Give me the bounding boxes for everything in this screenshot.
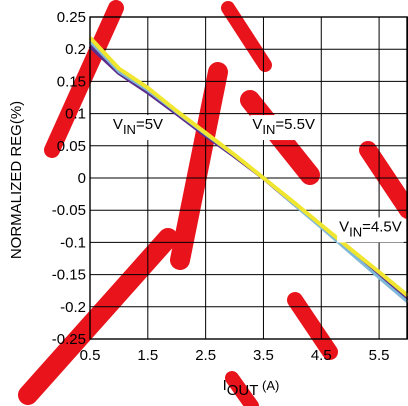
series-lines — [88, 36, 408, 304]
y-tick-label: 0.05 — [57, 138, 86, 155]
x-axis-title: IOUT (A) — [223, 377, 280, 399]
x-tick-label: 5.5 — [369, 347, 390, 364]
y-tick-label: 0.15 — [57, 73, 86, 90]
x-tick-label: 4.5 — [311, 347, 332, 364]
annotation-sub: IN — [349, 224, 362, 239]
x-tick-label: 3.5 — [253, 347, 274, 364]
y-tick-label: 0.2 — [65, 41, 86, 58]
annotation-main: V — [252, 116, 262, 133]
annotation-0: VIN=5V — [113, 116, 163, 137]
plot-frame — [89, 16, 408, 340]
y-tick-label: -0.15 — [52, 267, 86, 284]
watermark-stripe-7 — [225, 371, 259, 406]
watermark-stripe-5 — [359, 141, 408, 219]
x-axis-title-main: I — [223, 377, 227, 394]
series-line-2 — [88, 36, 408, 298]
watermark-stripe-6 — [287, 292, 338, 360]
y-tick-label: -0.25 — [52, 331, 86, 348]
annotation-rest: =5V — [136, 116, 163, 133]
x-tick-label: 1.5 — [137, 347, 158, 364]
annotation-backgrounds — [110, 115, 404, 243]
x-tick-label: 2.5 — [195, 347, 216, 364]
annotation-rest: =5.5V — [275, 116, 315, 133]
y-tick-label: -0.05 — [52, 202, 86, 219]
annotation-1: VIN=5.5V — [252, 116, 315, 137]
annotation-bg-0 — [110, 115, 166, 141]
annotation-sub: IN — [262, 122, 275, 137]
y-tick-label: 0.1 — [65, 106, 86, 123]
watermark-stripe-3 — [170, 62, 228, 270]
annotation-bg-2 — [337, 217, 404, 243]
annotation-sub: IN — [123, 122, 136, 137]
watermark-stripe-1 — [18, 228, 178, 405]
y-tick-label: -0.2 — [60, 299, 86, 316]
x-axis-title-sub: OUT — [227, 382, 259, 399]
y-tick-label: 0.25 — [57, 9, 86, 26]
y-tick-label: 0 — [78, 170, 86, 187]
watermark-stripe-0 — [44, 0, 124, 158]
x-tick-label: 0.5 — [80, 347, 101, 364]
grid — [89, 16, 408, 340]
annotation-main: V — [113, 116, 123, 133]
x-tick-labels: 0.5 1.5 2.5 3.5 4.5 5.5 — [80, 347, 390, 364]
y-axis-title: NORMALIZED REG(%) — [8, 101, 25, 259]
annotation-rest: =4.5V — [362, 218, 402, 235]
y-tick-labels: 0.25 0.2 0.15 0.1 0.05 0 -0.05 -0.1 -0.15 -0.2 -0.… — [52, 9, 86, 348]
annotation-2: VIN=4.5V — [339, 218, 402, 239]
annotation-bg-1 — [250, 115, 318, 141]
x-axis-title-unit: (A) — [258, 378, 279, 393]
annotation-main: V — [339, 218, 349, 235]
y-tick-label: -0.1 — [60, 234, 86, 251]
